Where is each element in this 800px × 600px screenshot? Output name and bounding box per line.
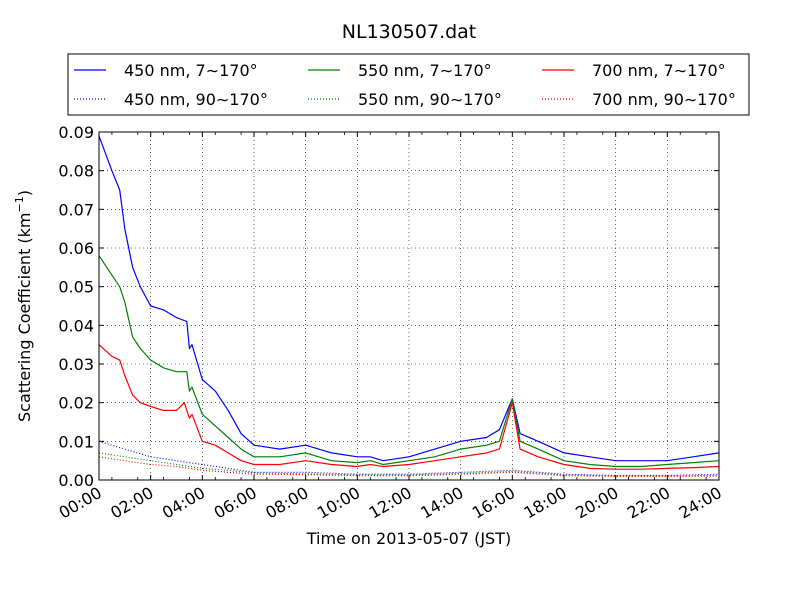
y-tick-label: 0.08 bbox=[58, 162, 94, 181]
series-line bbox=[98, 456, 720, 478]
legend-label: 700 nm, 90∼170° bbox=[592, 90, 736, 109]
x-tick-label: 12:00 bbox=[366, 483, 415, 523]
chart-title: NL130507.dat bbox=[342, 21, 477, 43]
x-tick-label: 10:00 bbox=[314, 483, 363, 523]
x-tick-label: 24:00 bbox=[676, 483, 725, 523]
x-axis-label: Time on 2013-05-07 (JST) bbox=[306, 529, 511, 548]
y-tick-label: 0.01 bbox=[58, 432, 94, 451]
y-tick-label: 0.00 bbox=[58, 471, 94, 490]
legend: 450 nm, 7∼170° 550 nm, 7∼170° 700 nm, 7∼17… bbox=[67, 53, 750, 116]
x-tick-label: 08:00 bbox=[262, 483, 311, 523]
y-tick-label: 0.02 bbox=[58, 394, 94, 413]
legend-label: 550 nm, 7∼170° bbox=[358, 61, 492, 80]
legend-label: 450 nm, 90∼170° bbox=[124, 90, 268, 109]
series-line bbox=[98, 255, 720, 468]
grid-lines bbox=[99, 132, 719, 480]
x-tick-label: 18:00 bbox=[521, 483, 570, 523]
x-tick-label: 20:00 bbox=[572, 483, 621, 523]
y-tick-label: 0.09 bbox=[58, 123, 94, 142]
y-axis-label: Scattering Coefficient (km−1) bbox=[13, 190, 34, 422]
legend-box bbox=[67, 53, 750, 116]
y-axis-label-close: ) bbox=[15, 190, 34, 196]
legend-label: 550 nm, 90∼170° bbox=[358, 90, 502, 109]
x-tick-label: 04:00 bbox=[159, 483, 208, 523]
series-line bbox=[98, 344, 720, 470]
x-tick-label: 16:00 bbox=[469, 483, 518, 523]
x-tick-label: 22:00 bbox=[624, 483, 673, 523]
y-tick-label: 0.04 bbox=[58, 316, 94, 335]
legend-label: 700 nm, 7∼170° bbox=[592, 61, 726, 80]
axis-ticks: 00:00 02:00 04:00 06:00 08:00 10:00 12:00 14:00… bbox=[56, 123, 725, 523]
y-tick-label: 0.03 bbox=[58, 355, 94, 374]
y-tick-label: 0.07 bbox=[58, 200, 94, 219]
y-tick-label: 0.05 bbox=[58, 278, 94, 297]
y-tick-label: 0.06 bbox=[58, 239, 94, 258]
x-tick-label: 02:00 bbox=[107, 483, 156, 523]
series-line bbox=[98, 135, 720, 462]
x-tick-label: 06:00 bbox=[211, 483, 260, 523]
series-layer bbox=[98, 135, 720, 478]
x-tick-label: 14:00 bbox=[417, 483, 466, 523]
y-axis-label-superscript: −1 bbox=[13, 196, 26, 212]
y-axis-label-main: Scattering Coefficient (km bbox=[15, 212, 34, 422]
series-line bbox=[98, 440, 720, 476]
legend-label: 450 nm, 7∼170° bbox=[124, 61, 258, 80]
